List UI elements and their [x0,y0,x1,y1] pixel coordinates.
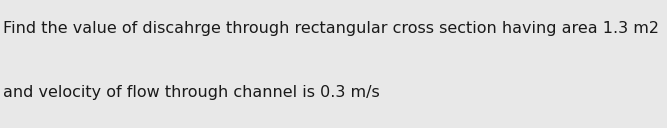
Text: Find the value of discahrge through rectangular cross section having area 1.3 m2: Find the value of discahrge through rect… [3,21,660,36]
Text: and velocity of flow through channel is 0.3 m/s: and velocity of flow through channel is … [3,85,380,100]
